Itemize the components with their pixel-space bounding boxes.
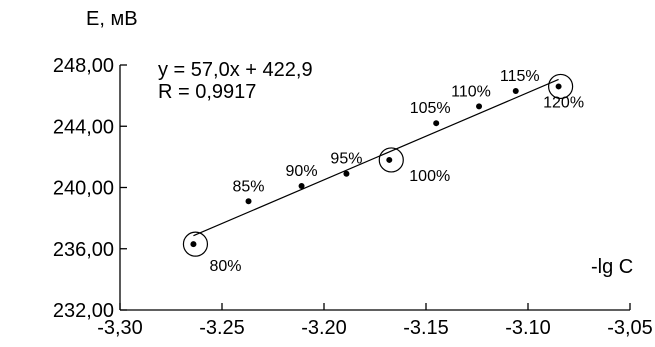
data-point — [298, 182, 305, 189]
data-point — [245, 198, 252, 205]
x-tick-label: -3.10 — [505, 317, 551, 339]
data-point — [512, 88, 519, 95]
data-point — [386, 156, 393, 163]
x-tick-label: -3.15 — [403, 317, 449, 339]
data-point — [343, 170, 350, 177]
point-label: 110% — [451, 83, 491, 100]
x-tick-label: -3.20 — [301, 317, 347, 339]
data-point — [476, 103, 483, 110]
trendline — [193, 78, 559, 237]
y-ticks: 232,00 236,00 240,00 244,00 248,00 — [53, 55, 127, 322]
y-tick-label: 236,00 — [53, 239, 114, 261]
point-label: 90% — [286, 163, 318, 180]
point-label: 95% — [330, 151, 362, 168]
r-annotation: R = 0,9917 — [158, 81, 256, 103]
x-tick-label: -3,30 — [97, 317, 143, 339]
y-tick-label: 244,00 — [53, 116, 114, 138]
x-tick-label: -3,05 — [607, 317, 653, 339]
point-highlight-circle — [182, 231, 209, 257]
point-label: 120% — [543, 94, 584, 111]
y-tick-label: 240,00 — [53, 178, 114, 200]
point-label: 115% — [500, 68, 540, 85]
point-highlight-circle — [547, 73, 574, 100]
y-axis-title: E, мВ — [86, 8, 138, 30]
x-ticks: -3,30 -3.25 -3.20 -3.15 -3.10 -3,05 — [97, 303, 653, 339]
x-axis-title: -lg C — [591, 256, 633, 278]
point-label: 100% — [409, 168, 450, 185]
plot-area: 80% 85% 90% 95% 100% 105%110% 115%120% — [182, 68, 584, 275]
y-tick-label: 232,00 — [53, 300, 114, 322]
y-tick-label: 248,00 — [53, 55, 114, 77]
equation-annotation: y = 57,0x + 422,9 — [158, 59, 313, 81]
data-point — [190, 241, 197, 248]
point-label: 80% — [209, 258, 241, 275]
x-tick-label: -3.25 — [199, 317, 245, 339]
data-point — [555, 83, 562, 90]
point-label: 105% — [410, 100, 451, 117]
point-highlight-circle — [378, 147, 404, 173]
point-label: 85% — [233, 178, 265, 195]
data-point — [433, 120, 440, 127]
